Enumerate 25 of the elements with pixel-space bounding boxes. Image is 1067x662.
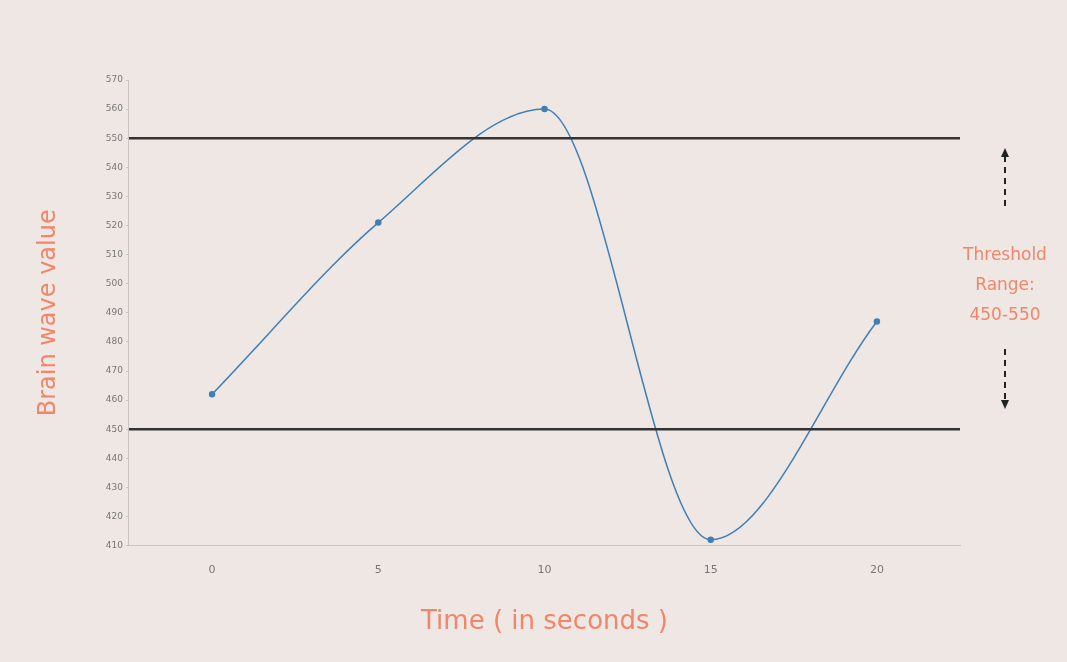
y-tick-label: 470 — [105, 365, 124, 376]
y-tick-label: 480 — [105, 336, 124, 347]
x-tick-label: 0 — [208, 563, 216, 577]
y-tick-label: 460 — [105, 394, 124, 405]
y-tick-label: 550 — [105, 132, 124, 143]
text: Threshold Range: 450-550 — [962, 242, 1048, 326]
y-tick-label: 500 — [105, 278, 124, 289]
y-tick-label: 430 — [105, 481, 124, 492]
x-tick-label: 20 — [869, 563, 884, 577]
x-tick-label: 5 — [374, 563, 382, 577]
y-tick-label: 510 — [105, 248, 124, 259]
x-tick-label: 10 — [537, 563, 552, 577]
y-tick-label: 520 — [105, 219, 124, 230]
y-tick-label: 440 — [105, 452, 124, 463]
x-axis-title: Time ( in seconds ) — [420, 605, 668, 636]
y-tick-label: 420 — [105, 510, 124, 521]
y-tick-label: 530 — [105, 190, 124, 201]
y-tick-label: 560 — [105, 103, 124, 114]
y-tick-label: 540 — [105, 161, 124, 172]
y-tick-label: 570 — [105, 74, 124, 85]
x-tick-label: 15 — [703, 563, 718, 577]
y-tick-label: 490 — [105, 307, 124, 318]
y-tick-label: 410 — [105, 539, 124, 550]
y-tick-label: 450 — [105, 423, 124, 434]
y-axis-title: Brain wave value — [32, 209, 61, 417]
